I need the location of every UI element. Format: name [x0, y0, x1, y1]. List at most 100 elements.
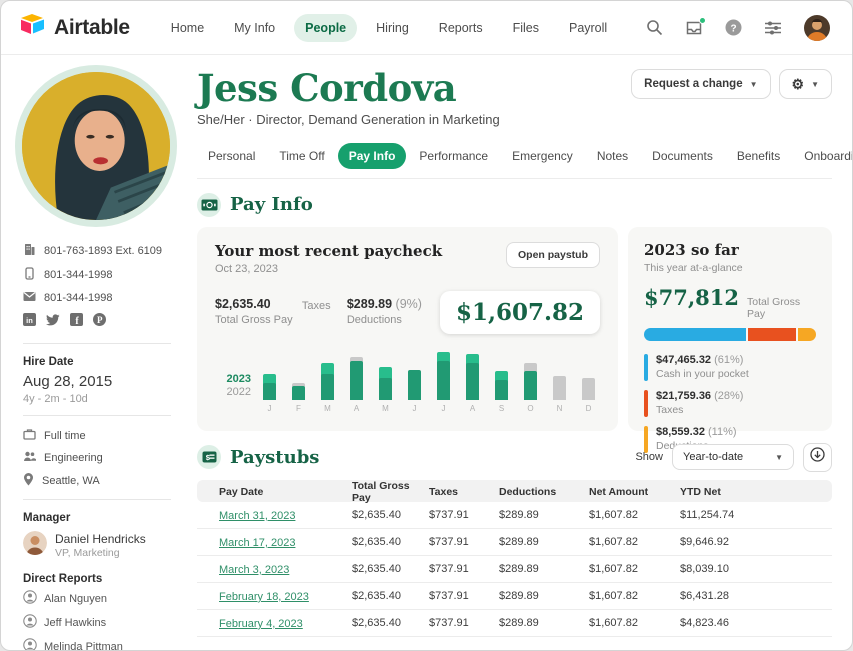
nav-item-my-info[interactable]: My Info: [234, 20, 276, 35]
request-change-button[interactable]: Request a change ▼: [631, 69, 771, 99]
tab-pay-info[interactable]: Pay Info: [337, 142, 407, 169]
ytd-card: 2023 so far This year at-a-glance $77,81…: [628, 226, 832, 453]
tab-performance[interactable]: Performance: [419, 148, 489, 163]
direct-reports-block: Direct Reports Alan Nguyen Jeff Hawkins …: [23, 573, 197, 651]
nav-item-reports[interactable]: Reports: [438, 20, 483, 35]
gear-icon: ⚙: [791, 76, 805, 92]
team-icon: [23, 451, 36, 465]
cell: $1,607.82: [589, 508, 638, 521]
employment-type: Full time: [23, 428, 197, 443]
facebook-icon[interactable]: f: [70, 313, 83, 331]
nav-item-files[interactable]: Files: [512, 20, 539, 35]
paystub-icon: $: [197, 445, 221, 470]
bar-2023: [321, 363, 334, 400]
legend-value: $21,759.36: [656, 389, 712, 402]
month-bar: M: [379, 348, 392, 413]
month-label: J: [267, 403, 272, 413]
nav-item-payroll[interactable]: Payroll: [568, 20, 608, 35]
net-amount-value: $1,607.82: [455, 298, 584, 326]
direct-report-name: Jeff Hawkins: [44, 616, 107, 629]
cell: $6,431.28: [680, 589, 729, 602]
nav-item-hiring[interactable]: Hiring: [376, 20, 409, 35]
brand-name: Airtable: [54, 15, 130, 39]
svg-text:f: f: [75, 316, 79, 326]
table-row: February 4, 2023 $2,635.40 $737.91 $289.…: [197, 610, 832, 637]
hire-date-label: Hire Date: [23, 356, 74, 368]
month-bar: M: [321, 348, 334, 413]
tab-time-off[interactable]: Time Off: [279, 148, 325, 163]
brand[interactable]: Airtable: [19, 13, 130, 42]
filter-value: Year-to-date: [683, 451, 744, 464]
tab-personal[interactable]: Personal: [208, 148, 256, 163]
contact-email: 801-344-1998: [23, 291, 197, 305]
download-button[interactable]: [803, 442, 832, 472]
stacked-bar-segment: [748, 327, 796, 341]
tab-notes[interactable]: Notes: [596, 148, 629, 163]
paystubs-table: Pay Date Total Gross Pay Taxes Deduction…: [197, 479, 832, 637]
legend-label: Taxes: [656, 403, 684, 416]
bar-2023: [524, 371, 537, 400]
cell: $9,646.92: [680, 535, 729, 548]
cell: $2,635.40: [352, 508, 401, 521]
cell: $2,635.40: [352, 562, 401, 575]
bar-2023: [437, 351, 450, 400]
divider: [23, 415, 171, 416]
bar-2023: [495, 371, 508, 400]
employment-type-label: Full time: [44, 429, 86, 442]
table-row: March 17, 2023 $2,635.40 $737.91 $289.89…: [197, 529, 832, 556]
legend-percent: (28%): [714, 389, 744, 402]
stat-percent: (9%): [395, 297, 422, 312]
nav-item-home[interactable]: Home: [170, 20, 205, 35]
manager-item[interactable]: Daniel Hendricks VP, Marketing: [23, 531, 197, 560]
tab-documents[interactable]: Documents: [652, 148, 713, 163]
paystub-filter-select[interactable]: Year-to-date ▼: [672, 444, 794, 471]
pay-date-link[interactable]: March 31, 2023: [219, 509, 296, 522]
cell: $4,823.46: [680, 616, 729, 629]
divider: [197, 177, 832, 179]
pinterest-icon[interactable]: P: [93, 313, 106, 331]
stacked-bar-segment: [797, 327, 816, 341]
divider: [23, 499, 171, 500]
col-pay-date: Pay Date: [219, 485, 264, 498]
chevron-down-icon: ▼: [811, 79, 819, 89]
direct-report-item[interactable]: Jeff Hawkins: [23, 614, 197, 631]
bar-2023: [292, 385, 305, 400]
direct-report-item[interactable]: Alan Nguyen: [23, 590, 197, 607]
user-avatar[interactable]: [804, 14, 830, 41]
employment-team: Engineering: [23, 451, 197, 465]
tab-onboarding[interactable]: Onboarding: [804, 148, 852, 163]
person-circle-icon: [23, 590, 37, 607]
month-bar: F: [292, 348, 305, 413]
inbox-icon[interactable]: [685, 16, 706, 36]
help-icon[interactable]: ?: [725, 19, 742, 36]
tab-emergency[interactable]: Emergency: [512, 148, 573, 163]
linkedin-icon[interactable]: in: [23, 313, 36, 331]
stat-label: Deductions: [346, 314, 402, 327]
month-bar: D: [582, 348, 595, 413]
pay-date-link[interactable]: February 18, 2023: [219, 590, 309, 603]
month-label: J: [412, 403, 417, 413]
twitter-icon[interactable]: [46, 313, 60, 331]
direct-report-name: Melinda Pittman: [44, 640, 123, 651]
tab-benefits[interactable]: Benefits: [736, 148, 781, 163]
direct-report-item[interactable]: Melinda Pittman: [23, 638, 197, 651]
sliders-icon[interactable]: [764, 20, 782, 36]
settings-button[interactable]: ⚙ ▼: [778, 69, 832, 99]
bar-2023: [263, 373, 276, 400]
legend-2022: 2022: [226, 385, 251, 398]
airtable-logo-icon: [19, 13, 46, 42]
month-bar: J: [408, 348, 421, 413]
pay-date-link[interactable]: February 4, 2023: [219, 617, 303, 630]
search-icon[interactable]: [646, 19, 663, 36]
pay-date-link[interactable]: March 17, 2023: [219, 536, 296, 549]
location-icon: [23, 473, 34, 489]
cell: $11,254.74: [680, 508, 735, 521]
month-label: D: [585, 403, 592, 413]
open-paystub-button[interactable]: Open paystub: [505, 241, 600, 268]
pay-date-link[interactable]: March 3, 2023: [219, 563, 290, 576]
contact-value: 801-344-1998: [44, 292, 113, 304]
tenure-value: 4y - 2m - 10d: [23, 393, 88, 405]
nav-item-people[interactable]: People: [294, 13, 358, 42]
ytd-subtitle: This year at-a-glance: [644, 261, 743, 274]
bar-2023: [379, 367, 392, 400]
